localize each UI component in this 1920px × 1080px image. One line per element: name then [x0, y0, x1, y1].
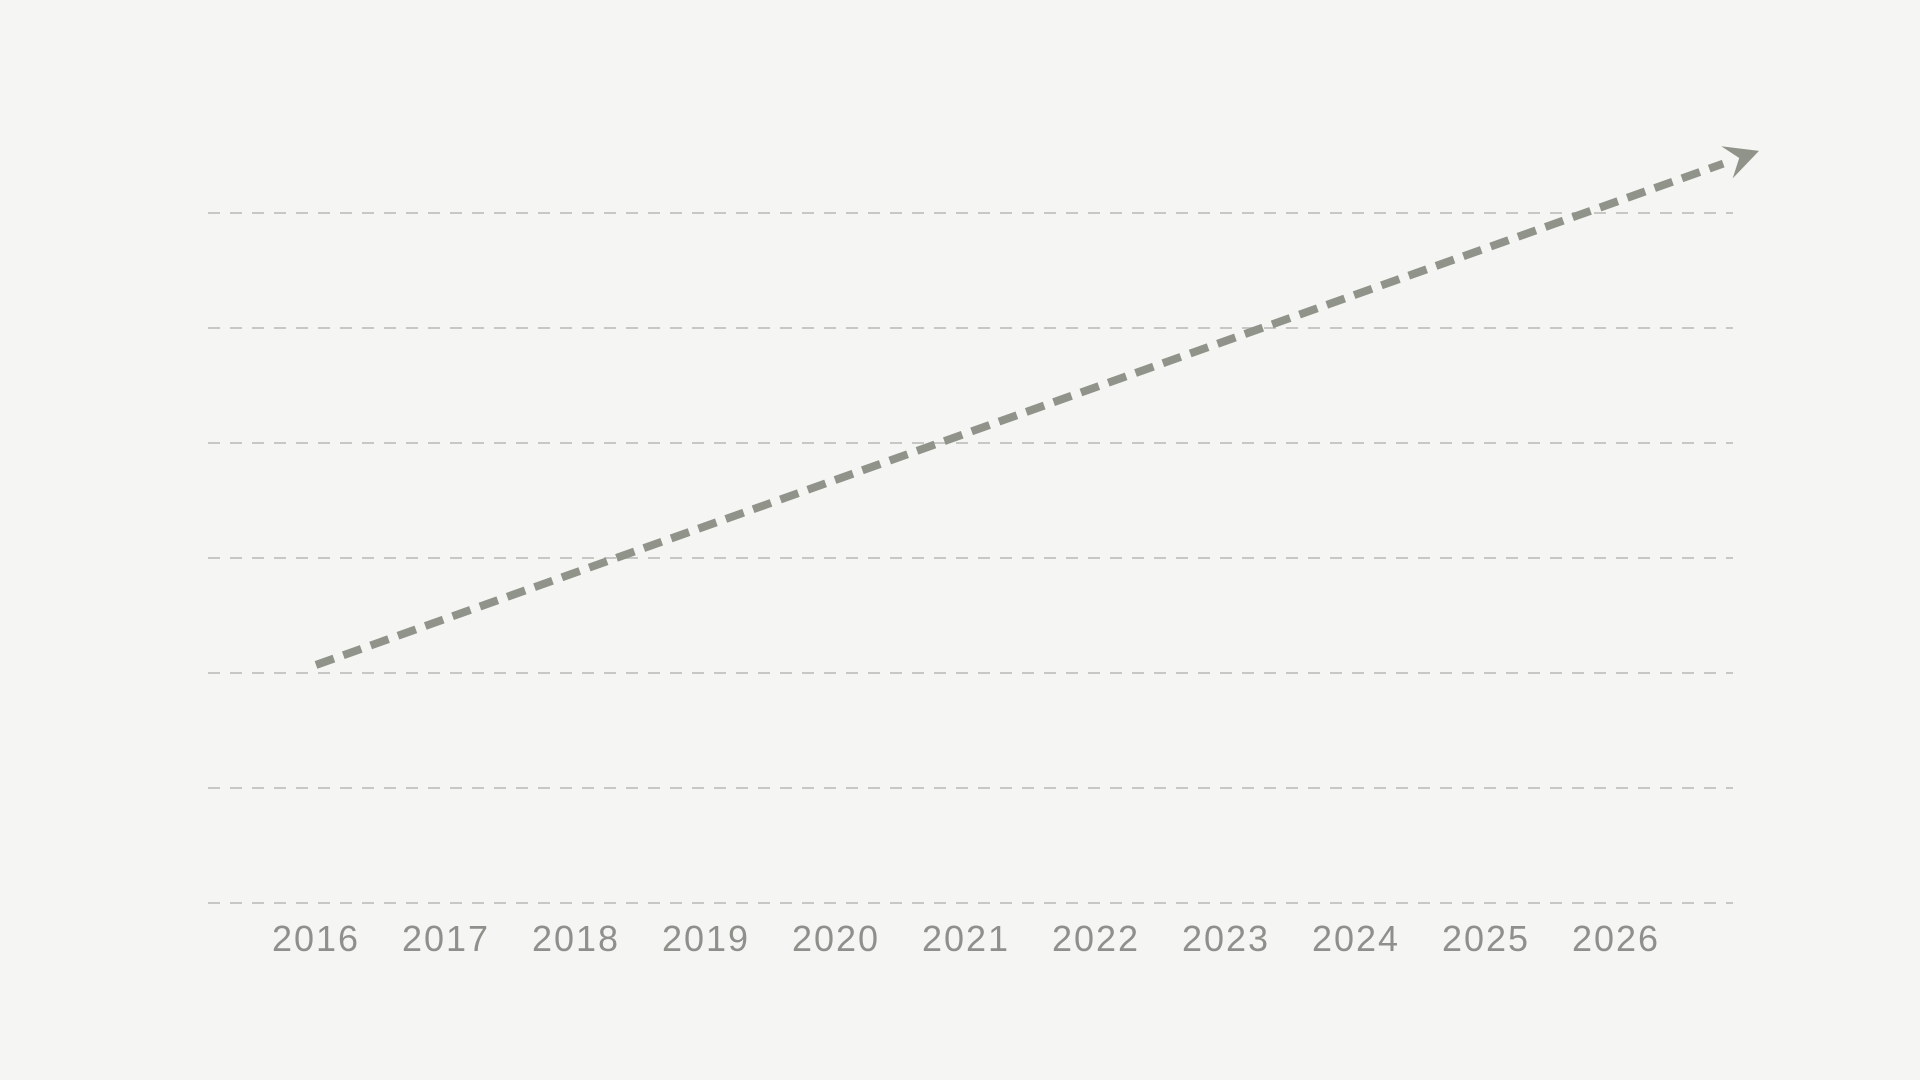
- x-axis-label-2017: 2017: [402, 918, 490, 959]
- x-axis-label-2025: 2025: [1442, 918, 1530, 959]
- x-axis-label-2020: 2020: [792, 918, 880, 959]
- x-axis-label-2016: 2016: [272, 918, 360, 959]
- x-axis-label-2023: 2023: [1182, 918, 1270, 959]
- trend-series: [314, 146, 1759, 669]
- x-axis-label-2018: 2018: [532, 918, 620, 959]
- x-axis-label-2026: 2026: [1572, 918, 1660, 959]
- x-axis-labels: 2016 2017 2018 2019 2020 2021 2022 2023 2024 2025…: [272, 918, 1660, 959]
- x-axis-label-2022: 2022: [1052, 918, 1140, 959]
- trend-line: [314, 159, 1725, 669]
- x-axis-label-2024: 2024: [1312, 918, 1400, 959]
- x-axis-label-2021: 2021: [922, 918, 1010, 959]
- trend-arrowhead-icon: [1721, 146, 1759, 179]
- x-axis-label-2019: 2019: [662, 918, 750, 959]
